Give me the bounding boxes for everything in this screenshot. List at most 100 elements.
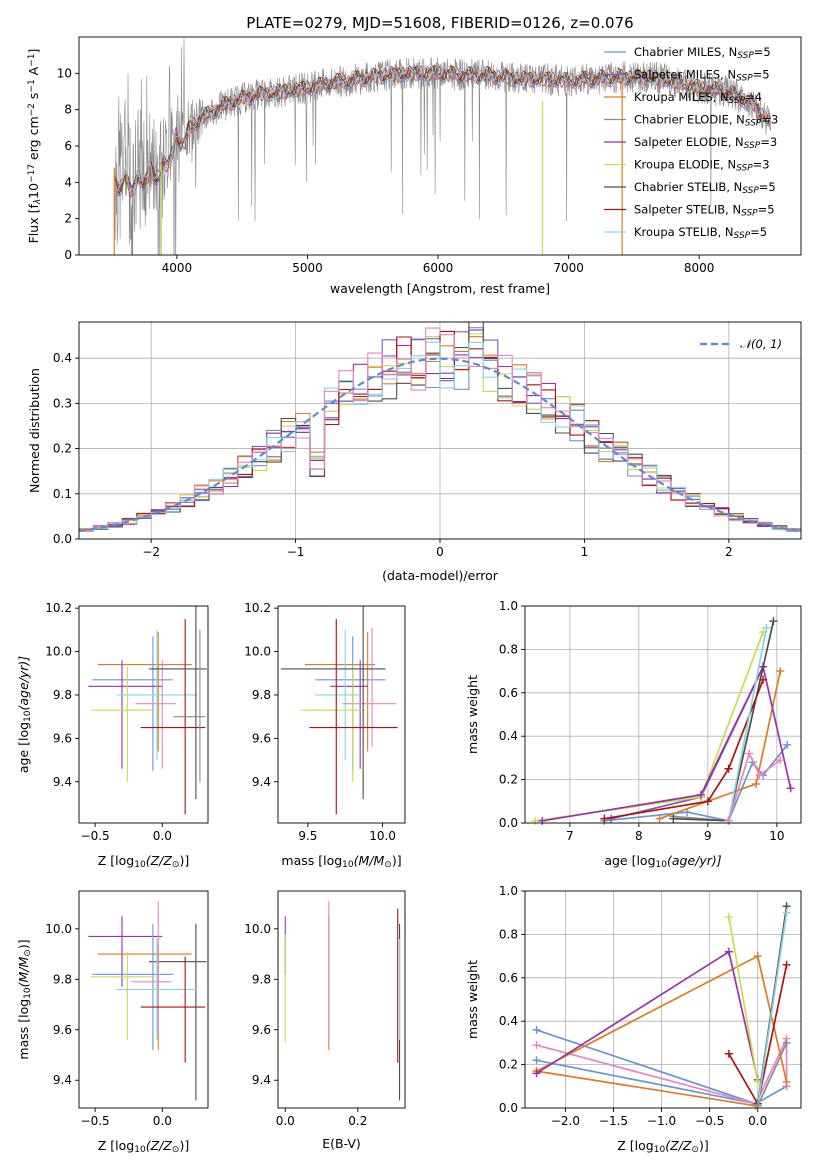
model-spectrum-8 xyxy=(113,64,771,192)
weight-marker xyxy=(786,784,795,793)
weight-age-panel: 7 8 9 10 0.0 0.2 0.4 0.6 0.8 1.0 mass weight age [l… xyxy=(465,599,802,870)
x-axis-label-part: )] xyxy=(179,853,189,868)
y-axis-label-part: (M/M xyxy=(16,957,31,988)
x-tick-label: 10 xyxy=(769,829,784,843)
legend-label-part: Chabrier ELODIE, N xyxy=(634,113,745,127)
x-tick-label: 0.2 xyxy=(348,1114,367,1128)
y-tick-label: 9.8 xyxy=(252,688,271,702)
weight-line-4 xyxy=(542,664,792,822)
y-tick-label: 9.8 xyxy=(252,972,271,986)
y-axis-label: mass weight xyxy=(465,960,480,1039)
figure-title: PLATE=0279, MJD=51608, FIBERID=0126, z=0… xyxy=(246,14,633,32)
spectrum-ylabel-part: A xyxy=(26,66,41,79)
residuals-frame xyxy=(78,321,802,540)
y-tick-label: 0.0 xyxy=(499,1101,518,1115)
y-tick-label: 9.8 xyxy=(53,688,72,702)
y-axis-label: mass weight xyxy=(465,675,480,754)
legend-label-part: Salpeter MILES, N xyxy=(634,68,736,82)
spectrum-plot xyxy=(113,37,772,255)
weight-marker xyxy=(724,947,733,956)
legend-label-part: =3 xyxy=(753,158,770,172)
legend-label: Chabrier MILES, NSSP=5 xyxy=(634,45,771,61)
weight-marker xyxy=(753,1101,762,1110)
x-tick-label: −1.5 xyxy=(599,1114,628,1128)
weight-marker xyxy=(538,816,547,825)
mass-z-panel-plot xyxy=(88,901,207,1101)
x-tick-label: −1 xyxy=(287,545,305,559)
legend-label-part: Kroupa ELODIE, N xyxy=(634,158,736,172)
y-tick-label: 10.2 xyxy=(45,601,72,615)
weight-marker xyxy=(532,1069,541,1078)
x-tick-label: 7 xyxy=(566,829,574,843)
legend-label-part: =3 xyxy=(760,135,777,149)
spectrum-ylabel-part: λ xyxy=(33,199,43,205)
x-axis-label-part: 10 xyxy=(342,860,354,870)
y-axis-label: age [log10(age/yr)] xyxy=(16,656,33,773)
age-z-panel-plot xyxy=(88,606,207,815)
age-mass-panel-plot xyxy=(280,606,398,815)
weight-marker xyxy=(762,623,771,632)
x-tick-label: 0 xyxy=(436,545,444,559)
legend-label-part: =3 xyxy=(761,113,778,127)
y-tick-label: 9.4 xyxy=(252,775,271,789)
legend-label: Kroupa MILES, NSSP=4 xyxy=(634,90,762,106)
legend-label-part: =5 xyxy=(753,68,770,82)
x-tick-label: 9 xyxy=(704,829,712,843)
spectrum-ylabel-part: −17 xyxy=(27,164,37,183)
x-tick-label: 5000 xyxy=(292,261,323,275)
weight-marker xyxy=(532,1041,541,1050)
y-axis-label-part: 10 xyxy=(23,710,33,722)
y-tick-label: 9.6 xyxy=(53,1023,72,1037)
y-axis-label: mass [log10(M/M⊙)] xyxy=(16,939,33,1059)
weight-marker xyxy=(776,667,785,676)
x-axis-label-part: 10 xyxy=(654,1145,666,1155)
weight-z-panel: −2.0 −1.5 −1.0 −0.5 0.0 0.0 0.2 0.4 0.6 0.8 1.0 mas… xyxy=(465,884,802,1155)
weight-line-4 xyxy=(536,1070,756,1107)
weight-marker xyxy=(703,797,712,806)
gaussian-curve xyxy=(79,357,801,533)
legend-label-part: SSP xyxy=(742,186,759,196)
legend-label: Salpeter MILES, NSSP=5 xyxy=(634,68,770,84)
y-tick-label: 1.0 xyxy=(499,884,518,898)
legend-label-part: =5 xyxy=(754,45,771,59)
y-tick-label: 10.2 xyxy=(244,601,271,615)
mass-ebv-panel: 0.0 0.2 9.4 9.6 9.8 10.0 E(B-V) xyxy=(244,890,406,1151)
y-axis-label-part: ⊙ xyxy=(23,949,33,957)
y-tick-label: 6 xyxy=(64,139,72,153)
model-spectrum-7 xyxy=(113,65,772,194)
x-axis-label-part: ⊙ xyxy=(384,860,392,870)
weight-line-1 xyxy=(611,666,764,820)
x-axis-label-part: (age/yr)] xyxy=(667,853,722,868)
x-tick-label: −1.0 xyxy=(647,1114,676,1128)
y-tick-label: 0.2 xyxy=(499,1058,518,1072)
y-tick-label: 4 xyxy=(64,175,72,189)
mass-ebv-panel-frame xyxy=(277,890,406,1109)
x-tick-label: −0.5 xyxy=(81,829,110,843)
y-axis-label-part: mass [log xyxy=(16,999,31,1060)
residuals-panel: −2 −1 0 1 2 0.0 0.1 0.2 0.3 0.4 𝒩(0, 1) (data-model… xyxy=(27,321,802,583)
y-tick-label: 10.0 xyxy=(244,645,271,659)
weight-line-2 xyxy=(536,1038,788,1105)
spectrum-ylabel-part: Flux [f xyxy=(26,204,41,244)
weight-line-9 xyxy=(756,912,788,1106)
x-tick-label: −0.5 xyxy=(695,1114,724,1128)
y-tick-label: 0.4 xyxy=(499,729,518,743)
legend-label-part: Kroupa MILES, N xyxy=(634,90,729,104)
legend-label-part: Kroupa STELIB, N xyxy=(634,225,734,239)
x-axis-label: age [log10(age/yr)] xyxy=(604,853,721,870)
x-tick-label: 2 xyxy=(725,545,733,559)
x-tick-label: 6000 xyxy=(423,261,454,275)
x-tick-label: 7000 xyxy=(553,261,584,275)
legend-label-part: SSP xyxy=(744,141,761,151)
x-tick-label: −2 xyxy=(142,545,160,559)
x-tick-label: −0.5 xyxy=(81,1114,110,1128)
y-tick-label: 2 xyxy=(64,212,72,226)
weight-marker xyxy=(600,814,609,823)
residual-ylabel: Normed distribution xyxy=(27,368,42,493)
legend-label-part: SSP xyxy=(737,51,754,61)
spectrum-ylabel-part: −1 xyxy=(27,79,37,92)
weight-marker xyxy=(782,908,791,917)
weight-marker xyxy=(782,1077,791,1086)
y-tick-label: 9.4 xyxy=(53,775,72,789)
y-tick-label: 0.0 xyxy=(53,532,72,546)
